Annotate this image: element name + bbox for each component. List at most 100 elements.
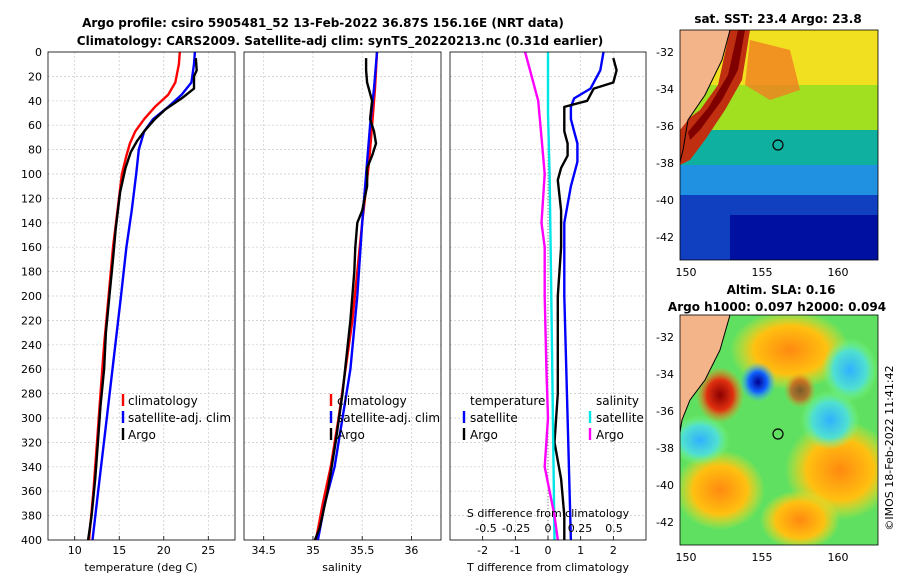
lat-tick-label: -42 <box>656 231 674 244</box>
lat-tick-label: -36 <box>656 120 674 133</box>
lat-tick-label: -32 <box>656 46 674 59</box>
s-diff-tick-label: 0.25 <box>568 522 593 535</box>
series-argo <box>86 58 198 540</box>
lat-tick-label: -38 <box>656 157 674 170</box>
series-climatology <box>314 52 379 540</box>
legend-t-satellite: satellite <box>470 411 518 425</box>
legend-t-argo: Argo <box>470 428 498 442</box>
series-t-argo <box>553 57 618 540</box>
depth-tick-label: 400 <box>21 534 42 547</box>
depth-tick-label: 80 <box>28 144 42 157</box>
series-satellite-adj-clim <box>91 52 197 540</box>
legend-argo: Argo <box>337 428 365 442</box>
lat-tick-label: -40 <box>656 194 674 207</box>
s-diff-tick-label: -0.25 <box>502 522 530 535</box>
depth-tick-label: 200 <box>21 290 42 303</box>
x-tick-label: -1 <box>510 544 521 557</box>
legend-salinity-title: salinity <box>596 394 639 408</box>
temperature-xlabel: temperature (deg C) <box>84 561 197 574</box>
depth-tick-label: 120 <box>21 192 42 205</box>
temperature-legend: climatology satellite-adj. clim Argo <box>121 394 231 442</box>
x-tick-label: 35.5 <box>350 544 375 557</box>
x-tick-label: 34.5 <box>251 544 276 557</box>
lat-tick-label: -40 <box>656 479 674 492</box>
salinity-legend: climatology satellite-adj. clim Argo <box>329 394 440 442</box>
depth-tick-label: 380 <box>21 510 42 523</box>
depth-tick-label: 280 <box>21 388 42 401</box>
argo-position-marker <box>772 139 784 151</box>
title-line-2: Climatology: CARS2009. Satellite-adj cli… <box>77 34 603 49</box>
lat-tick-label: -36 <box>656 405 674 418</box>
s-diff-tick-label: 0.5 <box>605 522 623 535</box>
series-s-satellite <box>546 52 556 540</box>
x-tick-label: 25 <box>201 544 215 557</box>
x-tick-label: 0 <box>545 544 552 557</box>
series-argo <box>313 58 378 540</box>
x-tick-label: 35 <box>306 544 320 557</box>
x-tick-label: 36 <box>404 544 418 557</box>
depth-tick-label: 320 <box>21 436 42 449</box>
depth-tick-label: 160 <box>21 241 42 254</box>
lat-tick-label: -34 <box>656 83 674 96</box>
depth-tick-label: 100 <box>21 168 42 181</box>
sst-map: sat. SST: 23.4 Argo: 23.8 -32 -34 -36 -38 -4… <box>656 12 879 279</box>
argo-position-marker <box>772 428 784 440</box>
depth-tick-label: 260 <box>21 363 42 376</box>
timestamp: ©IMOS 18-Feb-2022 11:41:42 <box>883 365 896 530</box>
depth-tick-label: 360 <box>21 485 42 498</box>
depth-tick-label: 300 <box>21 412 42 425</box>
lon-tick-label: 160 <box>828 551 849 564</box>
lat-tick-label: -34 <box>656 368 674 381</box>
salinity-panel: 34.5 35 35.5 36 salinity climatology satell… <box>243 51 442 574</box>
salinity-axes-frame <box>243 51 442 541</box>
legend-climatology: climatology <box>128 394 198 408</box>
title-line-1: Argo profile: csiro 5905481_52 13-Feb-20… <box>82 16 564 31</box>
temperature-panel: 0 20 40 60 80 100 120 140 160 180 200 220 240 260 280 3… <box>21 46 236 574</box>
legend-temperature-title: temperature <box>470 394 545 408</box>
series-s-argo <box>523 52 559 540</box>
sla-map: Altim. SLA: 0.16 Argo h1000: 0.097 h2000… <box>656 283 886 564</box>
legend-s-satellite: satellite <box>596 411 644 425</box>
series-climatology <box>87 52 181 540</box>
depth-tick-label: 240 <box>21 339 42 352</box>
sla-map-title: Altim. SLA: 0.16 <box>727 283 836 297</box>
x-tick-label: -2 <box>477 544 488 557</box>
lon-tick-label: 160 <box>828 266 849 279</box>
lon-tick-label: 150 <box>676 266 697 279</box>
lat-tick-label: -38 <box>656 442 674 455</box>
s-difference-label: S difference from climatology <box>467 507 630 520</box>
depth-tick-label: 0 <box>35 46 42 59</box>
salinity-xlabel: salinity <box>322 561 362 574</box>
legend-climatology: climatology <box>337 394 407 408</box>
series-t-satellite <box>563 52 605 540</box>
depth-tick-label: 180 <box>21 266 42 279</box>
legend-satellite-adj: satellite-adj. clim <box>337 411 440 425</box>
lat-tick-label: -32 <box>656 331 674 344</box>
temperature-axes-frame <box>47 51 236 541</box>
s-diff-tick-label: -0.5 <box>475 522 496 535</box>
lon-tick-label: 155 <box>752 266 773 279</box>
depth-tick-label: 140 <box>21 217 42 230</box>
lat-tick-label: -42 <box>656 516 674 529</box>
s-diff-tick-label: 0 <box>545 522 552 535</box>
legend-s-argo: Argo <box>596 428 624 442</box>
depth-tick-label: 340 <box>21 461 42 474</box>
x-tick-label: 10 <box>68 544 82 557</box>
depth-tick-label: 220 <box>21 314 42 327</box>
difference-panel: -2 -1 0 1 2 T difference from climatology S … <box>449 51 647 574</box>
lon-tick-label: 150 <box>676 551 697 564</box>
legend-argo: Argo <box>128 428 156 442</box>
sst-map-title: sat. SST: 23.4 Argo: 23.8 <box>694 12 861 26</box>
x-tick-label: 15 <box>112 544 126 557</box>
difference-legend: temperature satellite Argo salinity sate… <box>462 394 644 442</box>
lon-tick-label: 155 <box>752 551 773 564</box>
legend-satellite-adj: satellite-adj. clim <box>128 411 231 425</box>
x-tick-label: 20 <box>157 544 171 557</box>
x-tick-label: 1 <box>577 544 584 557</box>
sla-map-title-line2: Argo h1000: 0.097 h2000: 0.094 <box>668 300 886 314</box>
depth-tick-label: 20 <box>28 70 42 83</box>
x-tick-label: 2 <box>610 544 617 557</box>
t-difference-xlabel: T difference from climatology <box>466 561 629 574</box>
depth-tick-label: 60 <box>28 119 42 132</box>
